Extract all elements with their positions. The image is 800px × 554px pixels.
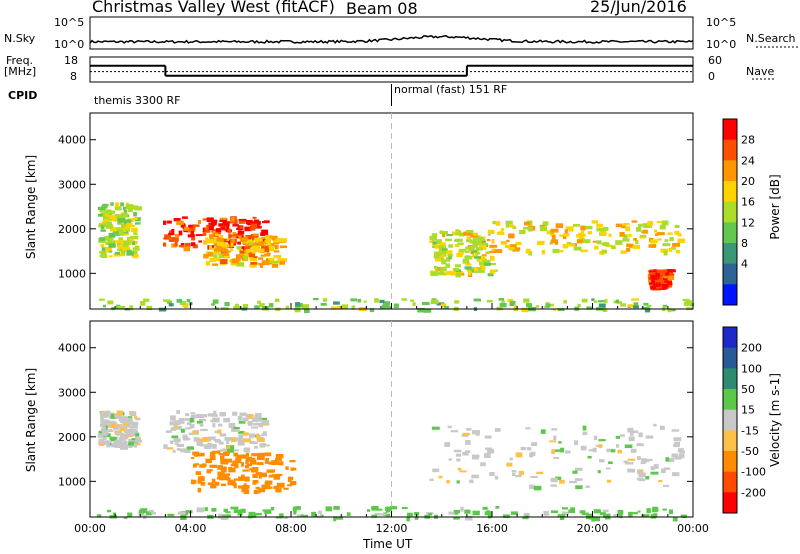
power-colorbar-tick-5: 8 (741, 237, 748, 250)
nave-label: Nave (746, 65, 775, 78)
velocity-colorbar-seg-0 (723, 327, 737, 349)
nsearch-label: N.Search (746, 32, 796, 45)
power-colorbar-tick-6: 4 (741, 258, 748, 271)
power-ytick-label-0: 1000 (58, 267, 86, 280)
power-colorbar-tick-3: 16 (741, 196, 755, 209)
plot-title: Christmas Valley West (fitACF) (92, 0, 335, 16)
velocity-colorbar-seg-7 (723, 471, 737, 493)
power-colorbar-seg-5 (723, 222, 737, 244)
power-region-4 (492, 220, 685, 256)
cpid-segment-2: normal (fast) 151 RF (394, 83, 508, 96)
velocity-colorbar-tick-7: -200 (741, 486, 766, 499)
nave-tick-top: 60 (708, 54, 722, 67)
power-ytick-label-2: 3000 (58, 178, 86, 191)
freq-label-line2: [MHz] (4, 65, 37, 78)
velocity-colorbar-frame (722, 326, 738, 514)
noise-tick-top: 10^5 (54, 16, 85, 29)
power-colorbar-tick-0: 28 (741, 134, 755, 147)
x-axis-label: Time UT (363, 537, 413, 551)
power-region-2 (97, 202, 142, 259)
x-tick-label-0: 00:00 (74, 522, 106, 535)
velocity-colorbar-tick-1: 100 (741, 362, 762, 375)
x-tick-label-3: 12:00 (376, 522, 408, 535)
noise-tick-top-right: 10^5 (706, 16, 737, 29)
velocity-ytick-label-2: 3000 (58, 386, 86, 399)
velocity-region-0 (163, 410, 270, 453)
x-tick-label-5: 20:00 (577, 522, 609, 535)
velocity-ytick-label-1: 2000 (58, 431, 86, 444)
date-label: 25/Jun/2016 (590, 0, 687, 16)
velocity-colorbar-tick-0: 200 (741, 342, 762, 355)
power-colorbar-tick-2: 20 (741, 175, 755, 188)
power-colorbar-seg-0 (723, 119, 737, 141)
power-region-1 (203, 233, 287, 268)
power-panel-bg (90, 113, 693, 309)
x-tick-label-1: 04:00 (175, 522, 207, 535)
freq-tick-top: 18 (64, 54, 78, 67)
velocity-colorbar-tick-5: -50 (741, 445, 759, 458)
velocity-region-3 (429, 423, 685, 491)
noise-tick-bottom-right: 10^0 (706, 38, 737, 51)
velocity-colorbar-seg-2 (723, 368, 737, 390)
nave-tick-bottom: 0 (708, 70, 715, 83)
power-ytick-label-3: 4000 (58, 134, 86, 147)
nsky-label: N.Sky (4, 32, 36, 45)
x-tick-label-6: 00:00 (677, 522, 709, 535)
x-tick-label-2: 08:00 (275, 522, 307, 535)
velocity-colorbar-tick-3: 15 (741, 404, 755, 417)
velocity-colorbar-tick-4: -15 (741, 424, 759, 437)
beam-label: Beam 08 (346, 0, 418, 18)
freq-tick-bottom: 8 (70, 70, 77, 83)
power-colorbar-seg-6 (723, 243, 737, 265)
freq-label-line1: Freq. (6, 54, 34, 67)
x-tick-label-4: 16:00 (476, 522, 508, 535)
velocity-colorbar-seg-1 (723, 347, 737, 369)
velocity-colorbar-seg-3 (723, 389, 737, 411)
cpid-label: CPID (8, 89, 38, 102)
power-colorbar-tick-4: 12 (741, 216, 755, 229)
velocity-colorbar-seg-5 (723, 430, 737, 452)
power-colorbar-seg-3 (723, 181, 737, 203)
velocity-region-1 (190, 450, 297, 495)
noise-strip-frame (89, 16, 694, 50)
power-colorbar-seg-4 (723, 201, 737, 223)
velocity-colorbar-tick-2: 50 (741, 383, 755, 396)
freq-strip-frame (89, 56, 694, 83)
velocity-colorbar-seg-8 (723, 492, 737, 514)
velocity-colorbar-seg-6 (723, 451, 737, 473)
power-colorbar-seg-8 (723, 284, 737, 306)
power-colorbar-seg-1 (723, 139, 737, 161)
velocity-ytick-label-3: 4000 (58, 342, 86, 355)
velocity-colorbar-tick-6: -100 (741, 466, 766, 479)
velocity-ytick-label-0: 1000 (58, 475, 86, 488)
power-colorbar-seg-7 (723, 263, 737, 285)
power-region-5 (647, 269, 676, 291)
power-region-3 (429, 229, 498, 278)
velocity-region-2 (97, 410, 143, 450)
power-colorbar-frame (722, 118, 738, 306)
power-colorbar-seg-2 (723, 160, 737, 182)
power-ytick-label-1: 2000 (58, 223, 86, 236)
velocity-colorbar-seg-4 (723, 409, 737, 431)
nsky-line (89, 34, 694, 44)
cpid-segment-1: themis 3300 RF (94, 94, 181, 107)
power-colorbar-tick-1: 24 (741, 154, 755, 167)
noise-tick-bottom: 10^0 (54, 38, 85, 51)
